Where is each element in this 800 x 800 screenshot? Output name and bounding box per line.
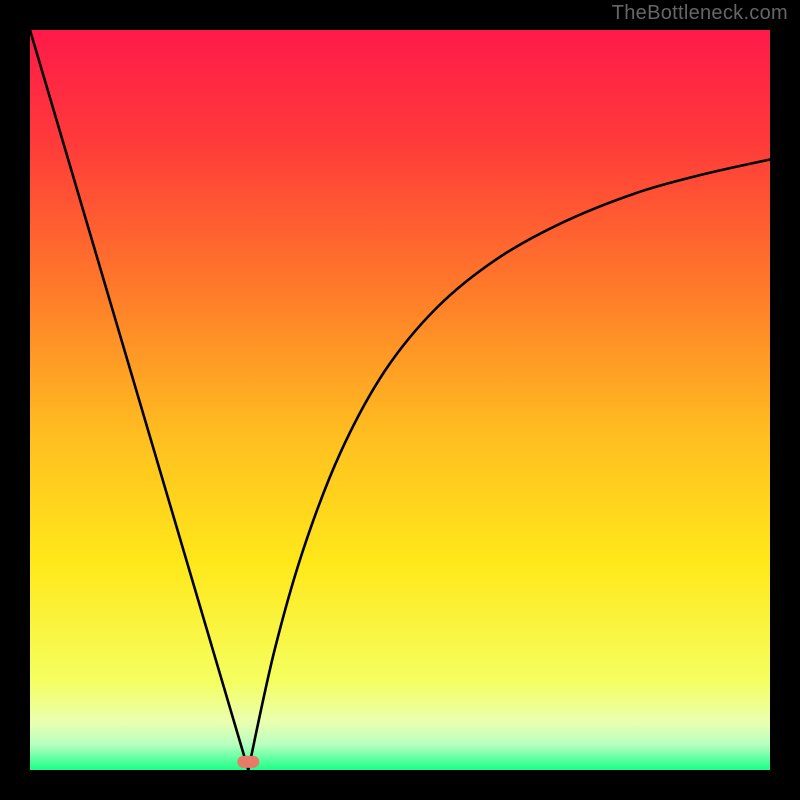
bottleneck-chart xyxy=(30,30,770,770)
plot-background xyxy=(30,30,770,770)
optimum-marker xyxy=(237,756,259,768)
chart-container: TheBottleneck.com xyxy=(0,0,800,800)
watermark-text: TheBottleneck.com xyxy=(612,2,788,25)
